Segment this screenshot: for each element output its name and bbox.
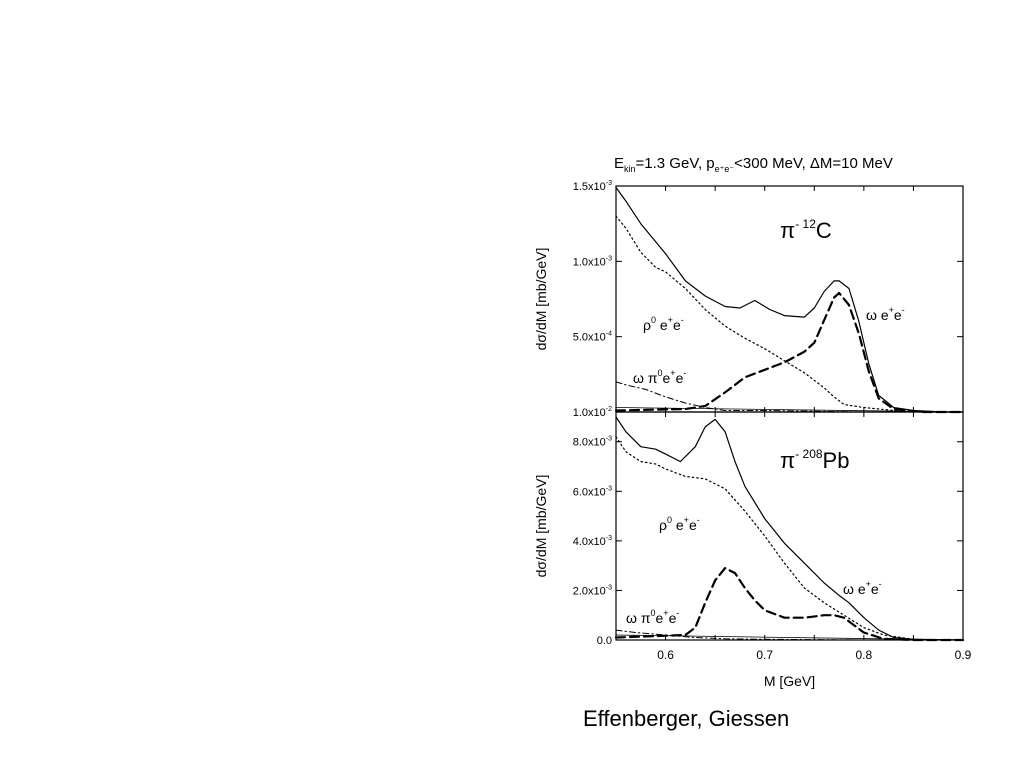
- y-tick-label: 0.0: [597, 635, 612, 647]
- panel-1: 1.0x10-2 5.0x10-4 1.0x10-3 1.5x10-3 dσ/dM [m…: [533, 180, 965, 419]
- curve-dashed: [614, 291, 965, 414]
- curve-dotted: [615, 436, 964, 641]
- y-tick-label: 2.0x10-3: [573, 584, 612, 597]
- y-axis-label: dσ/dM [mb/GeV]: [533, 475, 549, 578]
- y-tick-label: 8.0x10-3: [573, 436, 612, 449]
- curve-thin: [615, 407, 964, 413]
- x-tick-label: 0.7: [756, 648, 773, 662]
- y-tick-label: 1.5x10-3: [573, 180, 612, 193]
- y-tick-label: 5.0x10-4: [573, 331, 612, 344]
- x-axis-label: M [GeV]: [764, 673, 815, 689]
- panel-title: π- 12C: [780, 217, 832, 243]
- curve-dotted: [615, 215, 964, 413]
- curve-thin: [615, 634, 964, 641]
- annot-omega-dalitz: ω π0e+e-: [633, 368, 686, 386]
- annot-omega-direct: ω e+e-: [866, 305, 905, 323]
- y-axis-label: dσ/dM [mb/GeV]: [533, 248, 549, 351]
- y-tick-label: 4.0x10-3: [573, 535, 612, 548]
- curve-dashed: [614, 567, 965, 642]
- annot-rho: ρ0 e+e-: [659, 515, 700, 533]
- annot-rho: ρ0 e+e-: [643, 315, 684, 333]
- y-tick-label: 1.0x10-3: [573, 255, 612, 268]
- x-tick-label: 0.9: [955, 648, 972, 662]
- figure-header: Ekin=1.3 GeV, pe⁺e⁻<300 MeV, ΔM=10 MeV: [614, 155, 893, 174]
- panel-title: π- 208Pb: [780, 447, 849, 473]
- annot-omega-dalitz: ω π0e+e-: [626, 608, 679, 626]
- curve-solid: [615, 416, 964, 641]
- curve-dashdot: [615, 381, 964, 413]
- curve-dashdot: [615, 629, 964, 641]
- annot-omega-direct: ω e+e-: [843, 579, 882, 597]
- plot-frame: [615, 411, 964, 641]
- x-tick-label: 0.8: [856, 648, 873, 662]
- x-tick-label: 0.6: [657, 648, 674, 662]
- panel-2: 0.0 2.0x10-3 4.0x10-3 6.0x10-3 8.0x10-3 0.6 0.…: [533, 411, 972, 689]
- credit-text: Effenberger, Giessen: [583, 706, 790, 731]
- y-tick-label: 6.0x10-3: [573, 485, 612, 498]
- y-tick-label: 1.0x10-2: [573, 406, 612, 419]
